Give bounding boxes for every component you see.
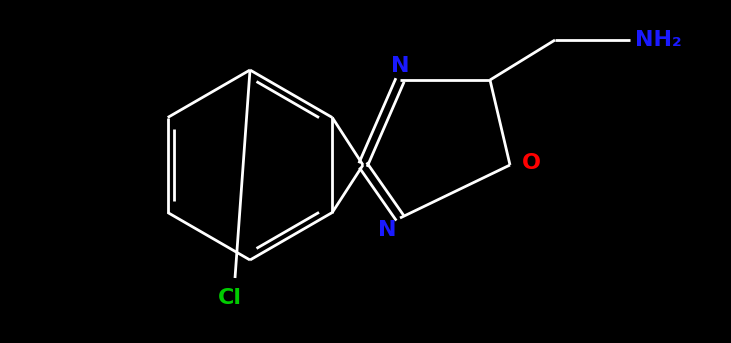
Text: NH₂: NH₂ <box>635 30 682 50</box>
Text: O: O <box>522 153 541 173</box>
Text: N: N <box>391 56 409 76</box>
Text: Cl: Cl <box>218 288 242 308</box>
Text: N: N <box>377 220 396 240</box>
